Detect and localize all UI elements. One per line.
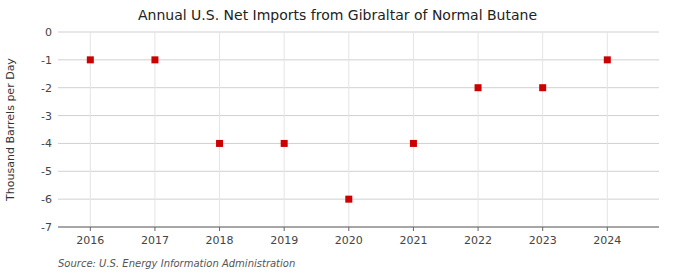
y-tick-label: -4 xyxy=(41,137,52,150)
x-tick-label: 2022 xyxy=(464,234,492,247)
x-tick-label: 2024 xyxy=(593,234,621,247)
x-tick xyxy=(413,227,414,231)
x-tick xyxy=(607,227,608,231)
y-tick-label: -6 xyxy=(41,193,52,206)
y-tick-label: -7 xyxy=(41,221,52,234)
y-grid-line xyxy=(58,227,659,228)
x-tick xyxy=(542,227,543,231)
x-tick xyxy=(90,227,91,231)
x-tick xyxy=(348,227,349,231)
chart-svg: Annual U.S. Net Imports from Gibraltar o… xyxy=(0,0,675,275)
y-grid-line xyxy=(58,59,659,60)
point xyxy=(410,140,417,147)
x-tick xyxy=(219,227,220,231)
points xyxy=(87,56,611,202)
x-axis: 2016 2017 2018 2019 2020 2021 2022 2023 2024 xyxy=(58,227,659,247)
x-tick-label: 2018 xyxy=(206,234,234,247)
x-tick xyxy=(478,227,479,231)
point xyxy=(216,140,223,147)
y-tick-label: -2 xyxy=(41,82,52,95)
y-grid-line xyxy=(58,32,659,33)
x-grid-line xyxy=(413,32,414,227)
grid xyxy=(58,32,659,227)
point xyxy=(345,196,352,203)
x-tick-label: 2019 xyxy=(270,234,298,247)
y-tick-label: 0 xyxy=(45,26,52,39)
point xyxy=(87,56,94,63)
y-tick-label: -3 xyxy=(41,110,52,123)
x-tick xyxy=(154,227,155,231)
x-tick-label: 2023 xyxy=(529,234,557,247)
y-grid-line xyxy=(58,143,659,144)
x-tick-label: 2016 xyxy=(76,234,104,247)
x-tick-label: 2017 xyxy=(141,234,169,247)
y-tick-label: -1 xyxy=(41,54,52,67)
y-grid-line xyxy=(58,171,659,172)
x-grid-line xyxy=(284,32,285,227)
x-axis-line xyxy=(58,227,659,228)
y-axis: 0 -1 -2 -3 -4 -5 -6 -7 Thousand Barrels per Day xyxy=(4,26,52,234)
title: Annual U.S. Net Imports from Gibraltar o… xyxy=(138,7,537,23)
x-grid-line xyxy=(219,32,220,227)
x-tick xyxy=(284,227,285,231)
point xyxy=(281,140,288,147)
point xyxy=(475,84,482,91)
point xyxy=(604,56,611,63)
point xyxy=(539,84,546,91)
y-axis-label: Thousand Barrels per Day xyxy=(4,58,17,202)
x-grid-line xyxy=(542,32,543,227)
x-tick-label: 2020 xyxy=(335,234,363,247)
y-grid-line xyxy=(58,87,659,88)
y-tick-label: -5 xyxy=(41,165,52,178)
y-grid-line xyxy=(58,199,659,200)
source-note: Source: U.S. Energy Information Administ… xyxy=(58,258,295,269)
x-grid-line xyxy=(478,32,479,227)
chart-container: Annual U.S. Net Imports from Gibraltar o… xyxy=(0,0,675,275)
point xyxy=(151,56,158,63)
y-grid-line xyxy=(58,115,659,116)
x-tick-label: 2021 xyxy=(399,234,427,247)
